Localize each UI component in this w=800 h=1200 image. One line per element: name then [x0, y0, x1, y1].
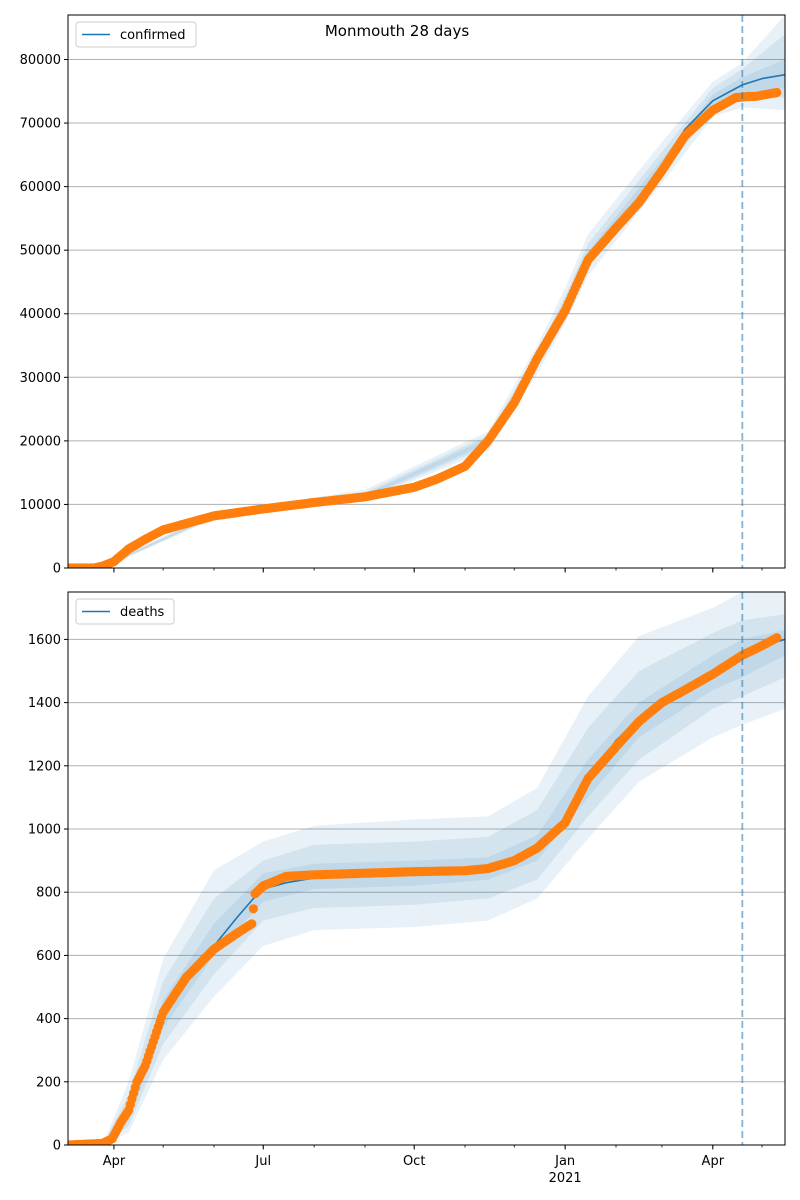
y-tick-label: 60000 [20, 180, 61, 195]
y-tick-label: 10000 [20, 498, 61, 513]
y-tick-label: 0 [53, 1139, 61, 1154]
plot-area [68, 592, 785, 1145]
legend: deaths [75, 598, 175, 625]
y-tick-label: 0 [53, 562, 61, 577]
y-tick-label: 200 [36, 1075, 61, 1090]
x-tick-label: Apr [702, 1154, 725, 1169]
y-tick-label: 80000 [20, 53, 61, 68]
observed-point [247, 919, 257, 929]
observed-point [248, 904, 258, 914]
observed-point [772, 633, 782, 643]
y-tick-label: 40000 [20, 307, 61, 322]
y-tick-label: 1600 [28, 633, 61, 648]
figure-title: Monmouth 28 days [325, 22, 470, 40]
y-tick-label: 600 [36, 949, 61, 964]
plot-area [68, 15, 785, 568]
y-tick-label: 50000 [20, 244, 61, 259]
confirmed-panel: 0 10000 20000 30000 40000 50000 60000 70000 8000… [20, 14, 786, 577]
uncertainty-band-2 [68, 34, 785, 568]
y-tick-label: 1400 [28, 696, 61, 711]
y-tick-label: 70000 [20, 117, 61, 132]
legend-box [75, 598, 175, 625]
y-tick-label: 400 [36, 1012, 61, 1027]
y-tick-label: 1200 [28, 759, 61, 774]
x-tick-label: Oct [403, 1154, 425, 1169]
legend: confirmed [75, 21, 197, 48]
x-tick-label: Jul [254, 1154, 271, 1169]
axes-frame [67, 14, 786, 569]
observed-point [772, 87, 782, 98]
y-tick-label: 800 [36, 886, 61, 901]
uncertainty-band-2 [68, 614, 785, 1145]
y-tick-label: 30000 [20, 371, 61, 386]
x-tick-label: Jan [554, 1154, 575, 1169]
legend-label: deaths [120, 605, 165, 620]
legend-box [75, 21, 197, 48]
x-tick-label: Apr [103, 1154, 126, 1169]
axes-frame [67, 591, 786, 1146]
x-tick-year-label: 2021 [549, 1171, 582, 1186]
y-tick-label: 20000 [20, 434, 61, 449]
deaths-panel: 0 200 400 600 800 1000 1200 1400 1600 Apr Jul Oct Ja… [28, 591, 786, 1186]
y-tick-label: 1000 [28, 823, 61, 838]
legend-label: confirmed [120, 28, 186, 43]
uncertainty-band-3 [68, 59, 785, 568]
